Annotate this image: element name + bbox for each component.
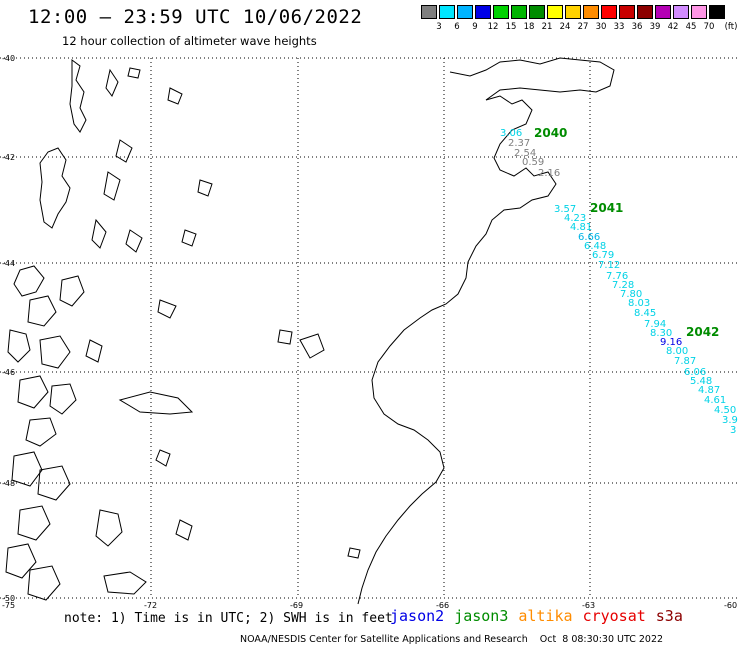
lat-label: -42: [2, 153, 15, 162]
legend-swatch: [583, 5, 599, 19]
lat-label: -46: [2, 368, 15, 377]
wave-height-value: 7.80: [620, 289, 642, 300]
legend-swatch: [673, 5, 689, 19]
lon-label: -75: [2, 601, 15, 610]
wave-height-value: 8.45: [634, 308, 656, 319]
legend-swatch: [439, 5, 455, 19]
legend-label: 3: [436, 22, 442, 32]
legend-swatch: [691, 5, 707, 19]
mission-name: s3a: [655, 607, 683, 625]
mission-name: cryosat: [582, 607, 646, 625]
legend-swatch: [709, 5, 725, 19]
wave-height-value: 8.03: [628, 298, 650, 309]
wave-height-value: 7.76: [606, 271, 628, 282]
wave-height-value: 8.00: [666, 346, 688, 357]
legend-label: 6: [454, 22, 460, 32]
legend-swatch: [637, 5, 653, 19]
legend-swatch: [655, 5, 671, 19]
pass-labels: 2040 2041 2042: [534, 126, 719, 339]
lat-lon-grid: [0, 57, 740, 599]
coastline: [5, 57, 615, 605]
lon-label: -69: [290, 601, 303, 610]
legend-swatch: [457, 5, 473, 19]
legend-unit: (ft): [724, 22, 738, 32]
wave-height-value: 7.28: [612, 280, 634, 291]
pass-number: 2042: [686, 325, 719, 339]
wave-height-value: 6.66: [578, 232, 600, 243]
lat-label: -50: [2, 594, 15, 603]
wave-observations: 3.062.372.540.592.16 3.574.234.816.666.48…: [500, 128, 738, 436]
lon-label: -72: [144, 601, 157, 610]
wave-height-value: 4.87: [698, 385, 720, 396]
lat-label: -40: [2, 54, 15, 63]
legend-label: 45: [685, 22, 697, 32]
legend-swatch: [493, 5, 509, 19]
legend-label: 18: [523, 22, 535, 32]
wave-height-value: 7.94: [644, 319, 666, 330]
legend-label: 30: [595, 22, 607, 32]
legend-label: 27: [577, 22, 589, 32]
legend-label: 70: [703, 22, 715, 32]
legend-swatch: [547, 5, 563, 19]
wave-height-value: 3.9: [722, 415, 738, 426]
lon-label: -63: [582, 601, 595, 610]
mission-legend: jason2 jason3 altika cryosat s3a: [390, 607, 693, 625]
map-subtitle: 12 hour collection of altimeter wave hei…: [62, 34, 317, 48]
legend-label: 39: [649, 22, 661, 32]
wave-height-value: 9.16: [660, 337, 682, 348]
legend-swatch: [475, 5, 491, 19]
legend-label: 36: [631, 22, 643, 32]
lat-label: -44: [2, 259, 15, 268]
wave-height-value: 6.79: [592, 250, 614, 261]
wave-height-value: 3.06: [500, 128, 522, 139]
legend-label: 12: [487, 22, 499, 32]
pass-number: 2040: [534, 126, 567, 140]
legend-swatch: [565, 5, 581, 19]
wave-height-value: 7.12: [598, 260, 620, 271]
credit-line: NOAA/NESDIS Center for Satellite Applica…: [240, 634, 664, 645]
footnote: note: 1) Time is in UTC; 2) SWH is in fe…: [64, 611, 393, 626]
legend-label: 42: [667, 22, 679, 32]
legend-label: 33: [613, 22, 625, 32]
wave-height-value: 2.16: [538, 168, 560, 179]
wave-height-value: 3: [730, 425, 736, 436]
legend-swatch: [511, 5, 527, 19]
mission-name: altika: [518, 607, 573, 625]
wave-height-value: 0.59: [522, 157, 544, 168]
lon-label: -66: [436, 601, 449, 610]
wave-height-value: 7.87: [674, 356, 696, 367]
legend-swatch: [421, 5, 437, 19]
legend-swatch: [619, 5, 635, 19]
wave-height-value: 6.06: [684, 367, 706, 378]
pass-number: 2041: [590, 201, 623, 215]
wave-height-value: 5.48: [690, 376, 712, 387]
longitude-labels: -75 -72 -69 -66 -63 -60: [2, 601, 737, 610]
legend-label: 24: [559, 22, 571, 32]
legend-swatch: [601, 5, 617, 19]
wave-height-value: 2.37: [508, 138, 530, 149]
wave-height-value: 4.61: [704, 395, 726, 406]
wave-height-value: 4.81: [570, 222, 592, 233]
wave-height-value: 8.30: [650, 328, 672, 339]
wave-height-value: 4.50: [714, 405, 736, 416]
mission-name: jason3: [454, 607, 509, 625]
latitude-labels: -40 -42 -44 -46 -48 -50: [2, 54, 15, 603]
lon-label: -60: [724, 601, 737, 610]
legend-swatch: [529, 5, 545, 19]
wave-height-value: 6.48: [584, 241, 606, 252]
map-title: 12:00 – 23:59 UTC 10/06/2022: [28, 6, 363, 28]
legend-label: 21: [541, 22, 553, 32]
wave-height-value: 4.23: [564, 213, 586, 224]
mission-name: jason2: [390, 607, 445, 625]
legend-label: 15: [505, 22, 517, 32]
wave-height-value: 2.54: [514, 148, 536, 159]
wave-height-value: 3.57: [554, 204, 576, 215]
lat-label: -48: [2, 479, 15, 488]
legend-label: 9: [472, 22, 478, 32]
